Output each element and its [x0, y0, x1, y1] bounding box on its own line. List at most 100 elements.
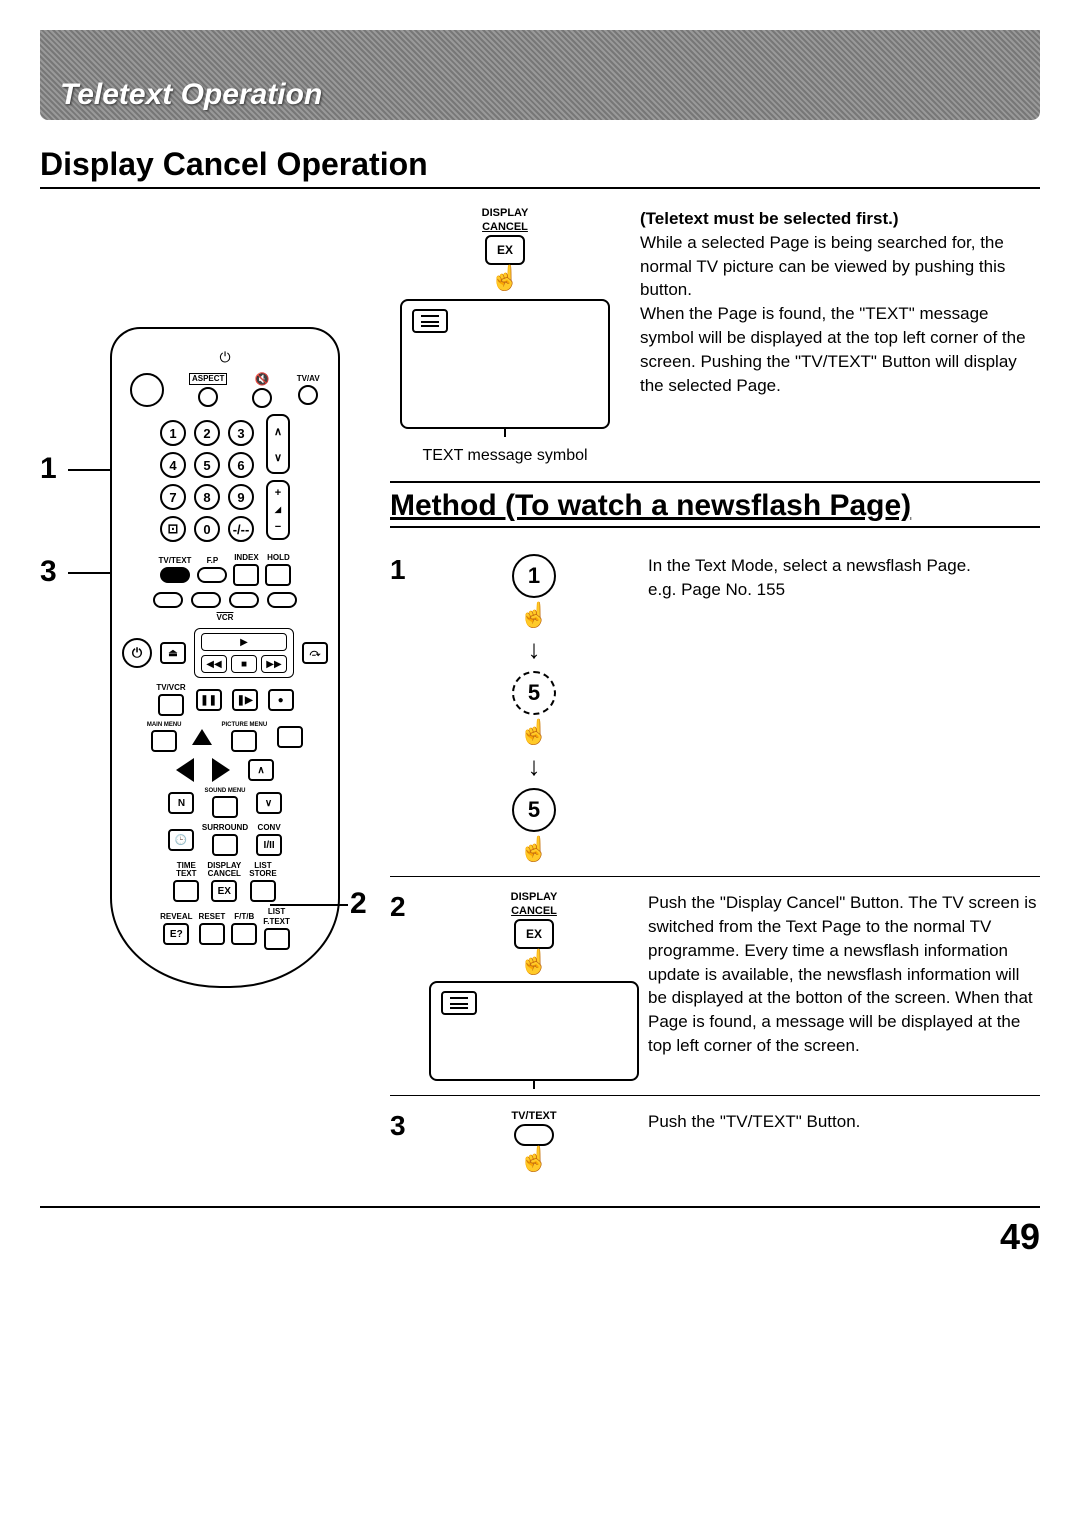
- hold-button: [265, 564, 291, 586]
- num-2: 2: [194, 420, 220, 446]
- hand-icon: ☝: [490, 267, 520, 291]
- remote-numpad-row: 1 2 3 4 5 6 7 8 9: [122, 414, 328, 548]
- header-band: Teletext Operation: [40, 30, 1040, 120]
- hold-label: HOLD: [267, 554, 290, 562]
- right-column: DISPLAY CANCEL EX ☝ TEXT message symbol …: [390, 207, 1040, 1186]
- step-2-num: 2: [390, 891, 420, 1081]
- arrow-down-icon: ↓: [528, 634, 541, 665]
- manual-page: Teletext Operation Display Cancel Operat…: [0, 0, 1080, 1298]
- step2-btn-stack: DISPLAY CANCEL EX ☝: [511, 891, 558, 975]
- nav-lr-row: ∧: [122, 758, 328, 782]
- num-9: 9: [228, 484, 254, 510]
- step1-digit-3: 5: [512, 788, 556, 832]
- vcr-skip-button: ⤼: [302, 642, 328, 664]
- section-title: Display Cancel Operation: [40, 146, 1040, 189]
- yellow-button: [229, 592, 259, 608]
- remote-row-power: ⏻: [122, 349, 328, 366]
- arrow-down-icon: ↓: [528, 751, 541, 782]
- display-cancel-icon-stack: DISPLAY CANCEL EX ☝: [482, 207, 529, 291]
- surround-button: [212, 834, 238, 856]
- tvvcr-label: TV/VCR: [156, 684, 185, 692]
- caret-up-button: ∧: [248, 759, 274, 781]
- dispcancel-label: DISPLAY CANCEL: [207, 862, 241, 878]
- clock-button: 🕒: [168, 829, 194, 851]
- func-row-1: TIME TEXT DISPLAY CANCELEX LIST STORE: [122, 862, 328, 902]
- slow-button: ❚▶: [232, 689, 258, 711]
- num-6: 6: [228, 452, 254, 478]
- step3-btn-stack: TV/TEXT ☝: [511, 1110, 556, 1172]
- rec-button: ●: [268, 689, 294, 711]
- s2-label-2: CANCEL: [511, 905, 557, 917]
- list-label: LIST: [268, 908, 285, 916]
- nav-bottom-row: N SOUND MENU ∨: [122, 788, 328, 818]
- dc-label-2: CANCEL: [482, 221, 528, 233]
- step-2-text: Push the "Display Cancel" Button. The TV…: [648, 891, 1040, 1081]
- tv-box: [400, 299, 610, 429]
- hand-icon: ☝: [519, 1148, 549, 1172]
- ftb-label: F/T/B: [234, 913, 254, 921]
- power-icon: ⏻: [219, 349, 230, 366]
- s2-label-1: DISPLAY: [511, 891, 558, 903]
- hand-icon: ☝: [519, 721, 549, 745]
- tv-stand: [533, 1079, 535, 1089]
- liststore-label: LIST STORE: [249, 862, 276, 878]
- content-row: 1 3 ⏻ ASPECT 🔇: [40, 207, 1040, 1186]
- aspect-label: ASPECT: [189, 373, 227, 385]
- hand-icon: ☝: [519, 838, 549, 862]
- power-button: [130, 373, 164, 407]
- step1-line1: In the Text Mode, select a newsflash Pag…: [648, 554, 1040, 578]
- step-3-num: 3: [390, 1110, 420, 1172]
- vcr-play-button: ▶: [201, 633, 287, 651]
- reveal-button: E?: [163, 923, 189, 945]
- step-1: 1 1 ☝ ↓ 5 ☝ ↓ 5 ☝ In the Text Mode, sele…: [390, 540, 1040, 877]
- index-label: INDEX: [234, 554, 258, 562]
- step-3: 3 TV/TEXT ☝ Push the "TV/TEXT" Button.: [390, 1096, 1040, 1186]
- vcr-transport: ▶ ◀◀ ■ ▶▶: [194, 628, 294, 678]
- mute-stack: 🔇: [252, 372, 272, 408]
- liststore-button: [250, 880, 276, 902]
- soundmenu-button: [212, 796, 238, 818]
- intro-para-1: While a selected Page is being searched …: [640, 231, 1040, 302]
- num-3: 3: [228, 420, 254, 446]
- intro-text: (Teletext must be selected first.) While…: [640, 207, 1040, 465]
- ftb-button: [231, 923, 257, 945]
- vol-pill: +◢−: [266, 480, 290, 540]
- timetext-button: [173, 880, 199, 902]
- tvtext-label: TV/TEXT: [159, 557, 192, 565]
- side-pills: ∧∨ +◢−: [266, 414, 290, 540]
- mainmenu-button: [151, 730, 177, 752]
- vcr-row: ⏻ ⏏ ▶ ◀◀ ■ ▶▶ ⤼: [122, 628, 328, 678]
- numpad: 1 2 3 4 5 6 7 8 9: [160, 414, 254, 548]
- text-symbol-icon: [441, 991, 477, 1015]
- tvav-button: [298, 385, 318, 405]
- caret-down-button: ∨: [256, 792, 282, 814]
- callout-3-label: 3: [40, 555, 57, 589]
- conv-label: CONV: [258, 824, 281, 832]
- menu-row: MAIN MENU PICTURE MENU: [122, 722, 328, 752]
- vcr-stop-button: ■: [231, 655, 257, 673]
- step-3-text: Push the "TV/TEXT" Button.: [648, 1110, 1040, 1172]
- intro-para-2: When the Page is found, the "TEXT" messa…: [640, 302, 1040, 397]
- color-row: [122, 592, 328, 608]
- prog-list-button: ⊡: [160, 516, 186, 542]
- menu-top-row: TV/VCR ❚❚ ❚▶ ●: [122, 684, 328, 716]
- index-button: [233, 564, 259, 586]
- remote-control: ⏻ ASPECT 🔇 TV/AV: [110, 327, 340, 988]
- mute-button: [252, 388, 272, 408]
- ftext-label: F.TEXT: [263, 918, 290, 926]
- num-1: 1: [160, 420, 186, 446]
- aspect-stack: ASPECT: [189, 373, 227, 407]
- timetext-label: TIME TEXT: [176, 862, 196, 878]
- nav-right-icon: [212, 758, 230, 782]
- fp-label: F.P: [207, 557, 219, 565]
- step-1-num: 1: [390, 554, 420, 862]
- step-2: 2 DISPLAY CANCEL EX ☝ Push the "Display …: [390, 877, 1040, 1096]
- nav-left-icon: [176, 758, 194, 782]
- mute-icon: 🔇: [255, 372, 270, 386]
- pause-button: ❚❚: [196, 689, 222, 711]
- intro-graphics: DISPLAY CANCEL EX ☝ TEXT message symbol: [390, 207, 620, 465]
- tv-caption: TEXT message symbol: [422, 447, 587, 465]
- header-band-text: Teletext Operation: [60, 78, 322, 112]
- step2-tv-box: [429, 981, 639, 1081]
- vcr-ff-button: ▶▶: [261, 655, 287, 673]
